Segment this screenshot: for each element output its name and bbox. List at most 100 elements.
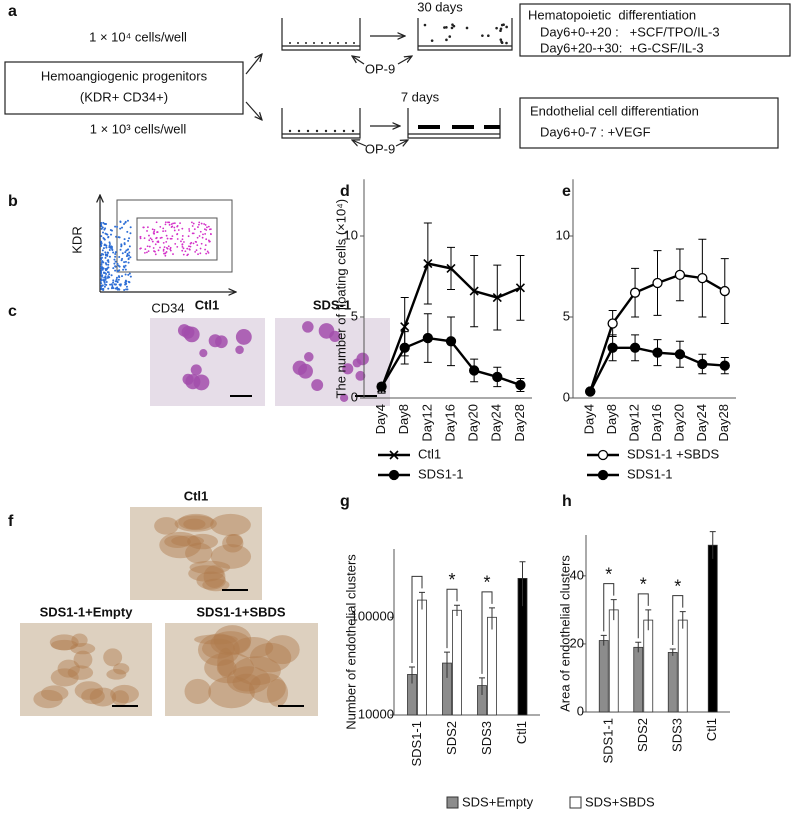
marker xyxy=(422,332,434,344)
event xyxy=(202,233,204,236)
event xyxy=(103,228,106,231)
event xyxy=(100,279,103,282)
event xyxy=(164,230,167,232)
event xyxy=(114,260,117,263)
event xyxy=(100,270,103,273)
event xyxy=(102,221,105,224)
cell xyxy=(505,25,508,29)
event xyxy=(124,251,127,254)
event xyxy=(170,223,173,226)
event xyxy=(101,226,104,229)
event xyxy=(104,283,107,286)
event xyxy=(188,248,191,251)
cell-sheet xyxy=(49,634,79,651)
cell xyxy=(495,26,498,30)
event xyxy=(100,221,103,224)
event xyxy=(163,246,166,249)
event xyxy=(104,269,107,272)
event xyxy=(157,240,160,243)
event xyxy=(182,253,185,256)
panel-label: d xyxy=(340,183,350,200)
cell xyxy=(505,41,508,45)
x-tick-label: Ctl1 xyxy=(514,721,529,744)
event xyxy=(100,254,103,257)
x-tick-label: Day28 xyxy=(512,404,527,442)
dish xyxy=(281,18,361,51)
event xyxy=(100,266,103,269)
panel-label: g xyxy=(340,493,350,510)
bar xyxy=(487,616,497,716)
event xyxy=(146,230,148,232)
event xyxy=(180,240,182,243)
event xyxy=(165,240,168,243)
cell xyxy=(351,129,355,133)
cell xyxy=(215,335,228,349)
event xyxy=(125,255,128,258)
marker xyxy=(629,287,641,298)
cell xyxy=(499,29,502,32)
legend-marker xyxy=(389,450,399,460)
cell xyxy=(302,321,314,333)
event xyxy=(207,239,210,242)
y-tick-label: 5 xyxy=(351,308,358,323)
event xyxy=(205,229,208,231)
marker xyxy=(719,285,730,297)
event xyxy=(100,267,103,270)
marker xyxy=(697,272,708,284)
cell-sheet xyxy=(196,571,226,590)
cell-sheet xyxy=(187,533,219,550)
event xyxy=(127,273,130,276)
event xyxy=(199,252,202,255)
event xyxy=(115,276,118,279)
event xyxy=(127,258,130,261)
panel-label: b xyxy=(8,193,18,210)
event xyxy=(110,283,113,286)
event xyxy=(176,245,179,248)
event xyxy=(154,243,157,246)
cell xyxy=(423,23,427,27)
event xyxy=(176,225,179,228)
event xyxy=(103,271,106,274)
event xyxy=(142,226,145,229)
panel-label: h xyxy=(562,493,572,510)
event xyxy=(143,237,146,240)
x-tick-label: Day28 xyxy=(716,404,731,442)
x-tick-label: Day4 xyxy=(582,404,597,434)
event xyxy=(205,252,208,255)
cell xyxy=(304,352,314,362)
event xyxy=(126,219,129,222)
event xyxy=(162,249,165,252)
event xyxy=(124,273,127,276)
cell xyxy=(235,345,244,355)
event xyxy=(105,246,108,249)
cell xyxy=(235,328,252,345)
x-tick-label: SDS1-1 xyxy=(409,721,424,767)
x-tick-label: Day20 xyxy=(671,404,686,442)
event xyxy=(143,251,146,254)
dish xyxy=(417,18,513,51)
event xyxy=(123,238,126,241)
event xyxy=(128,245,131,248)
event xyxy=(100,275,103,278)
significance: * xyxy=(674,576,681,596)
event xyxy=(208,228,211,231)
event xyxy=(173,229,176,232)
event xyxy=(101,284,104,287)
cell xyxy=(306,129,310,133)
event xyxy=(199,230,202,233)
event xyxy=(128,237,131,240)
event xyxy=(116,270,119,273)
event xyxy=(104,256,107,259)
marker xyxy=(469,286,479,296)
event xyxy=(123,223,126,226)
x-tick-label: SDS2 xyxy=(635,718,650,752)
cell-sheet xyxy=(67,665,94,680)
cell-sheet xyxy=(203,565,226,588)
event xyxy=(204,244,207,247)
event xyxy=(108,242,111,245)
event xyxy=(149,237,152,240)
cell xyxy=(297,129,301,133)
event xyxy=(120,245,123,248)
event xyxy=(100,223,103,226)
